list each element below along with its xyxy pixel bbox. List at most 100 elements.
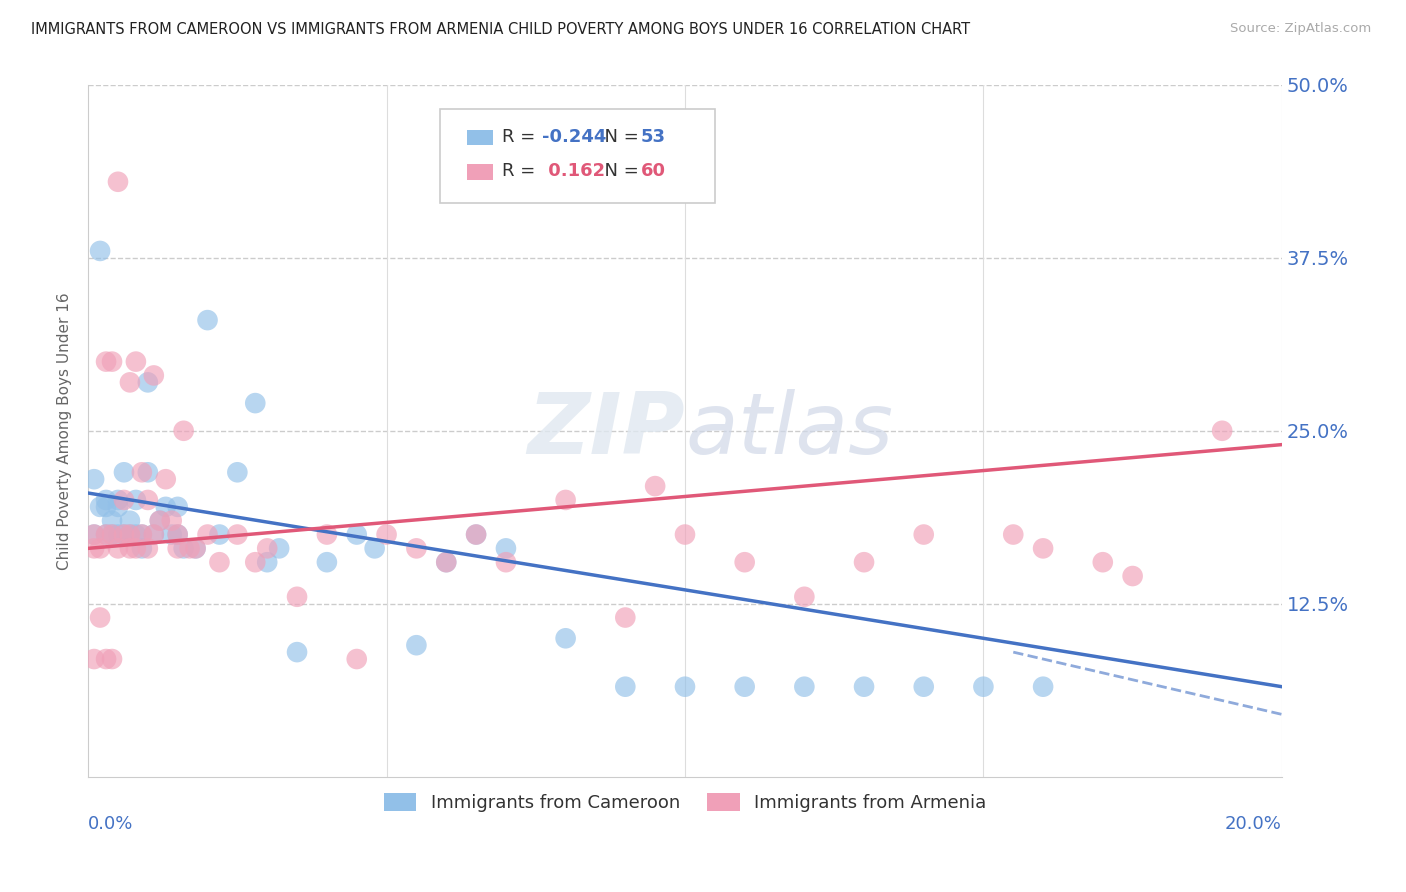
Point xyxy=(89,610,111,624)
Point xyxy=(125,354,148,368)
Point xyxy=(793,590,815,604)
Point xyxy=(912,680,935,694)
Point xyxy=(315,527,337,541)
Point xyxy=(131,465,153,479)
Point xyxy=(285,590,308,604)
Point xyxy=(179,541,201,556)
Point xyxy=(125,527,148,541)
Point xyxy=(614,680,637,694)
Point xyxy=(1211,424,1233,438)
FancyBboxPatch shape xyxy=(440,109,714,202)
Point xyxy=(363,541,385,556)
Text: 20.0%: 20.0% xyxy=(1225,814,1282,832)
Point xyxy=(160,514,183,528)
Point xyxy=(101,652,124,666)
Point xyxy=(112,527,135,541)
Point xyxy=(197,527,219,541)
FancyBboxPatch shape xyxy=(467,130,494,145)
Point xyxy=(118,527,141,541)
Point xyxy=(465,527,488,541)
Point xyxy=(256,555,278,569)
Legend: Immigrants from Cameroon, Immigrants from Armenia: Immigrants from Cameroon, Immigrants fro… xyxy=(377,786,994,820)
Point xyxy=(101,514,124,528)
Point xyxy=(166,527,188,541)
Point xyxy=(89,244,111,258)
Text: N =: N = xyxy=(593,128,644,145)
Point xyxy=(434,555,457,569)
Point xyxy=(107,541,129,556)
Text: 0.162: 0.162 xyxy=(541,162,605,180)
Text: ZIP: ZIP xyxy=(527,389,685,472)
Point xyxy=(734,555,756,569)
Point xyxy=(245,555,267,569)
Point xyxy=(1032,680,1054,694)
Point xyxy=(197,313,219,327)
Point xyxy=(1002,527,1025,541)
Point xyxy=(89,541,111,556)
Point xyxy=(160,527,183,541)
Point xyxy=(673,680,696,694)
Point xyxy=(112,492,135,507)
Point xyxy=(173,424,195,438)
Point xyxy=(83,527,105,541)
Point xyxy=(118,527,141,541)
Point xyxy=(495,555,517,569)
Point xyxy=(107,175,129,189)
Text: atlas: atlas xyxy=(685,389,893,472)
Point xyxy=(912,527,935,541)
Point xyxy=(256,541,278,556)
Point xyxy=(554,632,576,646)
Point xyxy=(673,527,696,541)
Point xyxy=(107,500,129,514)
Point xyxy=(83,472,105,486)
Point xyxy=(405,638,427,652)
Point xyxy=(734,680,756,694)
Text: -0.244: -0.244 xyxy=(541,128,606,145)
Point xyxy=(495,541,517,556)
Point xyxy=(285,645,308,659)
Point xyxy=(465,527,488,541)
Point xyxy=(131,527,153,541)
Point xyxy=(118,541,141,556)
Point xyxy=(142,527,165,541)
Point xyxy=(101,354,124,368)
Text: 0.0%: 0.0% xyxy=(89,814,134,832)
Point xyxy=(1032,541,1054,556)
Point xyxy=(155,500,177,514)
Text: 60: 60 xyxy=(641,162,666,180)
Text: R =: R = xyxy=(502,162,541,180)
Point xyxy=(131,541,153,556)
Point xyxy=(184,541,207,556)
Text: N =: N = xyxy=(593,162,644,180)
Point xyxy=(107,527,129,541)
Point xyxy=(972,680,994,694)
Point xyxy=(136,376,159,390)
Point xyxy=(614,610,637,624)
Point xyxy=(118,376,141,390)
Point xyxy=(136,492,159,507)
Point xyxy=(136,465,159,479)
FancyBboxPatch shape xyxy=(467,164,494,179)
Point xyxy=(208,555,231,569)
Point xyxy=(245,396,267,410)
Point xyxy=(94,354,117,368)
Point xyxy=(155,472,177,486)
Point xyxy=(434,555,457,569)
Point xyxy=(226,527,249,541)
Point xyxy=(644,479,666,493)
Point xyxy=(226,465,249,479)
Point xyxy=(346,652,368,666)
Point xyxy=(94,652,117,666)
Point xyxy=(208,527,231,541)
Point xyxy=(89,500,111,514)
Point xyxy=(554,492,576,507)
Point xyxy=(853,555,876,569)
Point xyxy=(112,527,135,541)
Point xyxy=(166,527,188,541)
Point xyxy=(346,527,368,541)
Point xyxy=(125,541,148,556)
Point xyxy=(142,368,165,383)
Point xyxy=(94,492,117,507)
Point xyxy=(112,465,135,479)
Text: R =: R = xyxy=(502,128,541,145)
